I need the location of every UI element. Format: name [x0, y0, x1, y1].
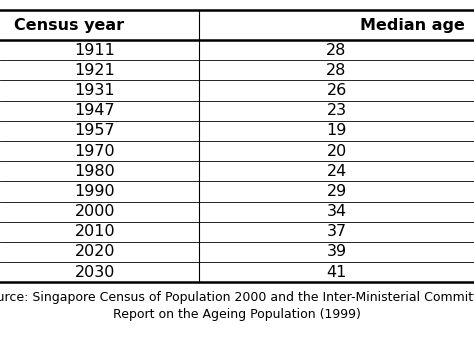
Text: 24: 24 [327, 164, 346, 179]
Text: 29: 29 [327, 184, 346, 199]
Text: 39: 39 [327, 244, 346, 259]
Text: 28: 28 [327, 63, 346, 78]
Text: Census year: Census year [14, 18, 124, 33]
Text: 2010: 2010 [74, 224, 115, 239]
Text: 1921: 1921 [74, 63, 115, 78]
Text: Median age: Median age [360, 18, 465, 33]
Text: 1931: 1931 [74, 83, 115, 98]
Text: 1957: 1957 [74, 123, 115, 138]
Text: 1911: 1911 [74, 43, 115, 58]
Text: 37: 37 [327, 224, 346, 239]
Text: 28: 28 [327, 43, 346, 58]
Text: 1980: 1980 [74, 164, 115, 179]
Text: 2000: 2000 [74, 204, 115, 219]
Text: 2020: 2020 [74, 244, 115, 259]
Text: 34: 34 [327, 204, 346, 219]
Text: 26: 26 [327, 83, 346, 98]
Text: 19: 19 [327, 123, 346, 138]
Text: 41: 41 [327, 265, 346, 279]
Text: 23: 23 [327, 103, 346, 118]
Text: 20: 20 [327, 143, 346, 158]
Text: Source: Singapore Census of Population 2000 and the Inter-Ministerial Committee
: Source: Singapore Census of Population 2… [0, 291, 474, 321]
Text: 1970: 1970 [74, 143, 115, 158]
Text: 2030: 2030 [74, 265, 115, 279]
Text: 1947: 1947 [74, 103, 115, 118]
Text: 1990: 1990 [74, 184, 115, 199]
